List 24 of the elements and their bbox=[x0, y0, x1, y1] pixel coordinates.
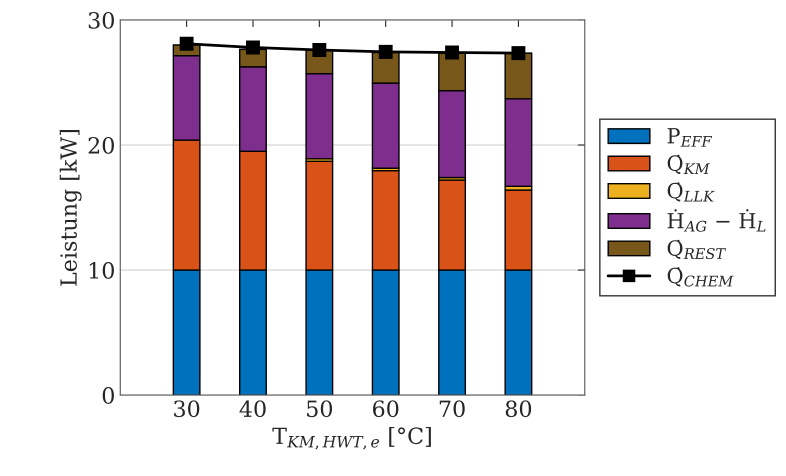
y-axis-title: Leistung [kW] bbox=[60, 130, 82, 286]
point bbox=[246, 40, 260, 54]
y-tick-label: 20 bbox=[88, 136, 114, 154]
y-tick-label: 0 bbox=[102, 387, 114, 404]
legend-label: P$_{EFF}$ bbox=[668, 128, 712, 147]
point bbox=[378, 44, 393, 59]
x-tick-label: 30 bbox=[174, 400, 200, 418]
x-tick-label: 70 bbox=[440, 400, 465, 418]
point bbox=[180, 36, 194, 51]
x-tick-label: 60 bbox=[373, 400, 398, 418]
x-tick-label: 80 bbox=[506, 400, 532, 418]
point bbox=[445, 46, 460, 60]
legend-label: Q̇$_{CHEM}$ bbox=[668, 267, 734, 287]
point bbox=[312, 43, 326, 57]
x-tick-label: 40 bbox=[240, 400, 266, 418]
x-tick-label: 50 bbox=[307, 400, 332, 418]
y-tick-label: 30 bbox=[88, 12, 114, 29]
point bbox=[511, 46, 526, 60]
x-axis-title: T$_{KM,HWT,e}$ [°C] bbox=[272, 427, 431, 450]
legend-label: Q̇$_{KM}$ bbox=[668, 154, 710, 174]
legend-label: Q̇$_{REST}$ bbox=[668, 240, 726, 260]
legend-label: Q̇$_{LLK}$ bbox=[668, 182, 715, 202]
y-tick-label: 10 bbox=[90, 262, 114, 279]
legend-label: Ḣ$_{AG}$ − Ḣ$_{L}$ bbox=[668, 209, 766, 232]
